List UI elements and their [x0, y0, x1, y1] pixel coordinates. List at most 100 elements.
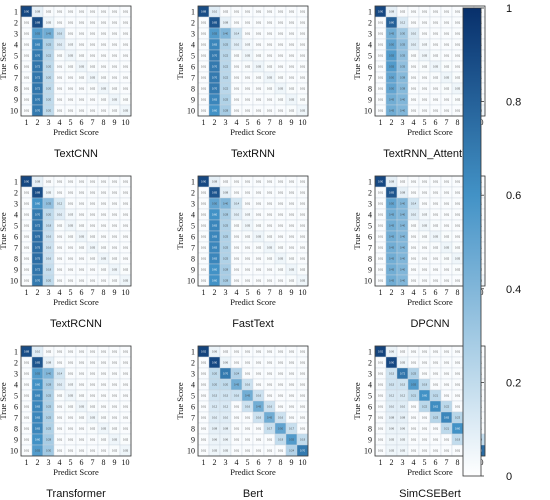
cell-value-label: 0.08 — [400, 191, 406, 195]
cell-value-label: 0.40 — [400, 235, 406, 239]
cell-value-label: 0.01 — [245, 372, 251, 376]
cell-value-label: 0.01 — [378, 279, 384, 283]
cell-value-label: 0.02 — [57, 54, 63, 58]
y-tick-label: 10 — [187, 107, 195, 116]
cell-value-label: 0.01 — [112, 416, 118, 420]
cell-value-label: 0.01 — [256, 191, 262, 195]
y-tick-label: 6 — [14, 233, 18, 242]
cell-value-label: 0.01 — [256, 98, 262, 102]
cell-value-label: 0.28 — [223, 279, 229, 283]
cell-value-label: 0.01 — [123, 405, 129, 409]
x-axis-label: Predict Score — [407, 127, 453, 137]
colorbar-tick-label: 0.4 — [506, 284, 521, 296]
cell-value-label: 0.65 — [212, 224, 218, 228]
cell-value-label: 0.01 — [378, 246, 384, 250]
y-axis-label: True Score — [175, 42, 185, 79]
cell-value-label: 0.01 — [79, 257, 85, 261]
cell-value-label: 0.01 — [201, 213, 207, 217]
cell-value-label: 0.70 — [35, 213, 41, 217]
heatmap-border — [197, 175, 309, 287]
x-tick-label: 2 — [390, 458, 394, 467]
cell-value-label: 0.45 — [256, 405, 262, 409]
cell-value-label: 0.01 — [411, 235, 417, 239]
y-axis-label: True Score — [175, 212, 185, 249]
cell-value-label: 0.01 — [112, 350, 118, 354]
cell-value-label: 0.92 — [201, 350, 207, 354]
y-tick-label: 9 — [14, 436, 18, 445]
y-tick-label: 2 — [14, 189, 18, 198]
cell-value-label: 0.01 — [455, 10, 461, 14]
x-tick-label: 1 — [25, 458, 29, 467]
cell-value-label: 0.02 — [46, 10, 52, 14]
cell-value-label: 0.01 — [123, 394, 129, 398]
cell-value-label: 0.01 — [57, 438, 63, 442]
x-tick-label: 6 — [80, 288, 84, 297]
cell-value-label: 0.01 — [245, 202, 251, 206]
colorbar-tick-label: 0.8 — [506, 97, 521, 109]
cell-value-label: 0.05 — [79, 65, 85, 69]
cell-value-label: 0.24 — [289, 449, 295, 453]
x-tick-label: 10 — [122, 288, 130, 297]
cell-value-label: 0.01 — [245, 109, 251, 113]
cell-value-label: 0.01 — [433, 438, 439, 442]
cell-value-label: 0.01 — [245, 350, 251, 354]
cell-value-label: 0.01 — [245, 268, 251, 272]
y-tick-label: 6 — [191, 63, 195, 72]
cell-value-label: 0.65 — [212, 235, 218, 239]
cell-value-label: 0.10 — [234, 43, 240, 47]
cell-value-label: 0.01 — [289, 54, 295, 58]
cell-value-label: 0.19 — [422, 383, 428, 387]
cell-value-label: 0.01 — [101, 361, 107, 365]
cell-value-label: 0.01 — [267, 202, 273, 206]
cell-value-label: 0.01 — [289, 43, 295, 47]
cell-value-label: 0.02 — [112, 449, 118, 453]
cell-value-label: 0.19 — [300, 438, 306, 442]
cell-value-label: 0.02 — [400, 10, 406, 14]
cell-value-label: 0.70 — [35, 54, 41, 58]
x-tick-label: 3 — [401, 118, 405, 127]
cell-value-label: 0.06 — [400, 427, 406, 431]
cell-value-label: 0.03 — [68, 43, 74, 47]
cell-value-label: 0.01 — [289, 246, 295, 250]
x-axis-label: Predict Score — [53, 127, 99, 137]
cell-value-label: 0.02 — [223, 180, 229, 184]
cell-value-label: 0.08 — [223, 21, 229, 25]
cell-value-label: 0.01 — [68, 427, 74, 431]
x-tick-label: 5 — [423, 288, 427, 297]
cell-value-label: 0.25 — [46, 416, 52, 420]
y-tick-label: 8 — [14, 255, 18, 264]
cell-value-label: 0.01 — [112, 10, 118, 14]
cell-value-label: 0.02 — [245, 235, 251, 239]
cell-value-label: 0.17 — [267, 427, 273, 431]
cell-value-label: 0.21 — [433, 394, 439, 398]
cell-value-label: 0.01 — [234, 427, 240, 431]
cell-value-label: 0.01 — [444, 54, 450, 58]
cell-value-label: 0.01 — [112, 224, 118, 228]
x-tick-label: 2 — [213, 118, 217, 127]
cell-value-label: 0.01 — [289, 65, 295, 69]
cell-value-label: 0.01 — [90, 438, 96, 442]
cell-value-label: 0.20 — [46, 65, 52, 69]
cell-value-label: 0.01 — [455, 235, 461, 239]
cell-value-label: 0.01 — [267, 98, 273, 102]
cell-value-label: 0.01 — [278, 372, 284, 376]
cell-value-label: 0.01 — [433, 98, 439, 102]
cell-value-label: 0.01 — [455, 191, 461, 195]
cell-value-label: 0.06 — [223, 361, 229, 365]
cell-value-label: 0.01 — [433, 21, 439, 25]
cell-value-label: 0.01 — [267, 109, 273, 113]
cell-value-label: 0.01 — [123, 43, 129, 47]
cell-value-label: 0.25 — [223, 246, 229, 250]
y-tick-label: 2 — [191, 189, 195, 198]
x-tick-label: 8 — [456, 458, 460, 467]
cell-value-label: 0.02 — [90, 405, 96, 409]
cell-value-label: 0.40 — [400, 279, 406, 283]
cell-value-label: 0.01 — [79, 372, 85, 376]
y-tick-label: 4 — [191, 211, 195, 220]
cell-value-label: 0.01 — [112, 372, 118, 376]
cell-value-label: 0.08 — [46, 361, 52, 365]
cell-value-label: 0.01 — [444, 383, 450, 387]
cell-value-label: 0.02 — [444, 65, 450, 69]
cell-value-label: 0.01 — [444, 43, 450, 47]
cell-value-label: 0.01 — [289, 350, 295, 354]
